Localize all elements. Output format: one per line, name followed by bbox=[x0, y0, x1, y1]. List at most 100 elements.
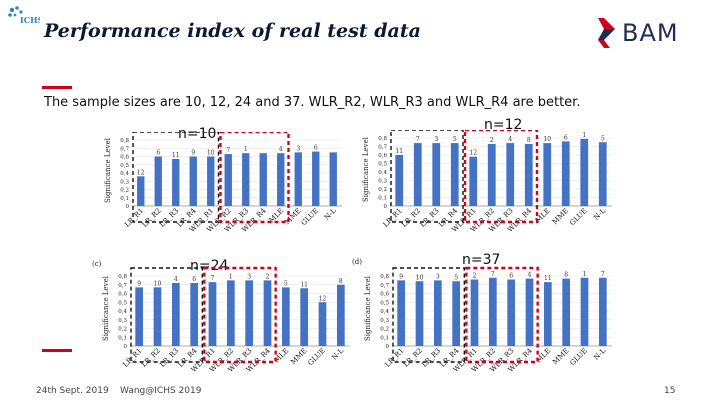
y-tick-label: 0,8 bbox=[380, 274, 389, 280]
y-tick-label: 0,7 bbox=[118, 283, 127, 289]
bar bbox=[226, 280, 235, 346]
x-tick-label: N-L bbox=[330, 347, 345, 362]
bar-label: 9 bbox=[191, 150, 195, 157]
chart-panel-a: Significance Level 0 0,1 0,2 0,3 0,4 0,5 0,6 0,7… bbox=[104, 132, 342, 234]
y-tick-label: 0 bbox=[126, 204, 130, 210]
x-tick-label: MME bbox=[551, 207, 570, 226]
x-tick-label: LR_R1 bbox=[382, 207, 404, 229]
bar-label: 9 bbox=[137, 280, 141, 287]
bar bbox=[300, 288, 309, 346]
y-tick-label: 0,1 bbox=[378, 196, 387, 202]
panel-tag: (d) bbox=[352, 258, 362, 266]
black-highlight-box bbox=[390, 130, 464, 223]
y-tick-label: 0 bbox=[384, 204, 388, 210]
black-highlight-box bbox=[392, 267, 466, 363]
x-tick-label: LR_R2 bbox=[400, 207, 422, 229]
footer-date: 24th Sept. 2019 bbox=[36, 386, 109, 396]
bar-label: 10 bbox=[543, 136, 551, 143]
page-title: Performance index of real test data bbox=[44, 20, 421, 42]
bar-label: 3 bbox=[296, 145, 300, 152]
bar bbox=[281, 287, 290, 346]
y-tick-label: 0,4 bbox=[378, 170, 387, 176]
bar-label: 1 bbox=[582, 132, 586, 139]
bar bbox=[137, 176, 145, 206]
bar bbox=[432, 143, 441, 206]
red-highlight-box bbox=[203, 266, 277, 364]
y-tick-label: 0,4 bbox=[120, 171, 129, 177]
y-axis-label: Significance Level bbox=[362, 136, 370, 202]
bar bbox=[277, 153, 285, 206]
bar-label: 4 bbox=[279, 146, 283, 153]
bar-label: 8 bbox=[339, 278, 343, 285]
bar bbox=[507, 279, 516, 346]
y-tick-label: 0,7 bbox=[380, 283, 389, 289]
bar bbox=[263, 280, 272, 346]
n-label-b: n=12 bbox=[484, 117, 523, 133]
bam-logo: BAM bbox=[598, 16, 679, 50]
red-highlight-box bbox=[463, 130, 539, 224]
y-tick-label: 0 bbox=[386, 344, 390, 350]
y-tick-label: 0,6 bbox=[118, 292, 127, 298]
bar bbox=[171, 283, 180, 346]
y-tick-label: 0 bbox=[124, 344, 128, 350]
y-tick-label: 0,3 bbox=[378, 179, 387, 185]
x-tick-label: GLUE bbox=[568, 347, 588, 367]
y-tick-label: 0,5 bbox=[378, 162, 387, 168]
bar-label: 5 bbox=[454, 274, 458, 281]
bar-label: 12 bbox=[137, 169, 145, 176]
bar bbox=[189, 156, 197, 206]
bar bbox=[580, 138, 589, 206]
bar bbox=[415, 281, 424, 346]
bar bbox=[242, 153, 250, 206]
bar bbox=[135, 287, 144, 346]
x-tick-label: N-L bbox=[323, 207, 338, 222]
y-tick-label: 0,6 bbox=[378, 153, 387, 159]
bar bbox=[208, 282, 217, 346]
bar bbox=[543, 282, 552, 346]
bar bbox=[294, 152, 302, 206]
bar bbox=[450, 143, 459, 206]
y-tick-label: 0,7 bbox=[378, 145, 387, 151]
bar bbox=[190, 283, 199, 346]
y-tick-label: 0,3 bbox=[380, 318, 389, 324]
footer-author: Wang@ICHS 2019 bbox=[120, 386, 202, 396]
x-tick-label: LR_R3 bbox=[419, 207, 441, 229]
y-tick-label: 0,7 bbox=[120, 146, 129, 152]
y-tick-label: 0,6 bbox=[120, 155, 129, 161]
x-tick-label: LR_R1 bbox=[122, 347, 144, 369]
x-tick-label: MME bbox=[289, 347, 308, 366]
bar-label: 11 bbox=[300, 281, 308, 288]
bar bbox=[452, 281, 461, 346]
bar-label: 10 bbox=[154, 280, 162, 287]
bar-label: 12 bbox=[469, 150, 477, 157]
chart-panel-c: (c)Significance Level 0 0,1 0,2 0,3 0,4 0,5 0,6… bbox=[92, 260, 350, 374]
n-label-d: n=37 bbox=[462, 252, 501, 268]
bar bbox=[397, 280, 406, 346]
bar bbox=[336, 284, 345, 346]
bar bbox=[312, 151, 320, 206]
bar bbox=[543, 143, 552, 206]
bar bbox=[525, 278, 534, 346]
bar bbox=[488, 277, 497, 346]
bar-label: 10 bbox=[416, 274, 424, 281]
x-tick-label: GLUE bbox=[300, 207, 320, 227]
bar-label: 10 bbox=[207, 150, 215, 157]
bar bbox=[470, 279, 479, 346]
y-tick-label: 0,1 bbox=[380, 335, 389, 341]
logo-text: ICHS bbox=[20, 15, 40, 25]
bar-label: 7 bbox=[211, 275, 215, 282]
slide-subtitle: The sample sizes are 10, 12, 24 and 37. … bbox=[44, 95, 581, 110]
bar-label: 5 bbox=[453, 136, 457, 143]
x-tick-label: GLUE bbox=[306, 347, 326, 367]
x-tick-label: N-L bbox=[592, 347, 607, 362]
chart-panel-b: Significance Level 0 0,1 0,2 0,3 0,4 0,5 0,6 0,7… bbox=[362, 130, 612, 234]
red-highlight-box bbox=[465, 266, 539, 364]
bar bbox=[487, 143, 496, 206]
bar bbox=[329, 152, 337, 206]
bar-label: 4 bbox=[508, 136, 512, 143]
y-axis-label: Significance Level bbox=[102, 275, 110, 341]
bar-label: 6 bbox=[564, 134, 568, 141]
bar bbox=[598, 277, 607, 346]
bar bbox=[318, 302, 327, 346]
bar-label: 2 bbox=[473, 273, 477, 280]
